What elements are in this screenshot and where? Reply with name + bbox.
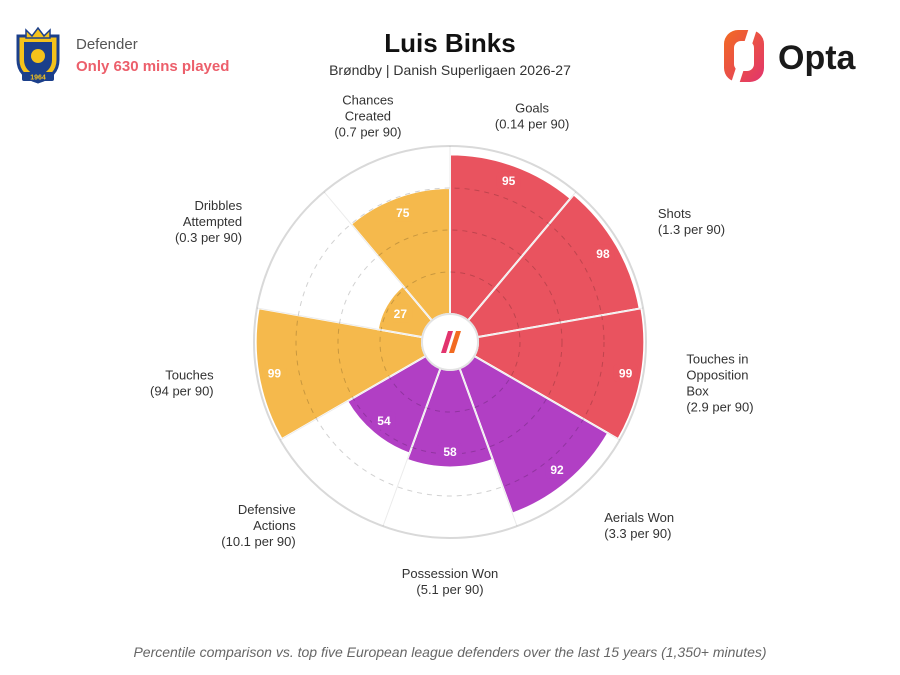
radar-axis-per90: (3.3 per 90) xyxy=(604,526,671,541)
center-mark-left xyxy=(441,331,453,353)
radar-axis-name: Defensive xyxy=(238,502,296,517)
radar-value-label: 75 xyxy=(396,206,410,220)
opta-logo: Opta xyxy=(724,26,857,86)
radar-axis-per90: (2.9 per 90) xyxy=(686,400,753,415)
radar-spoke xyxy=(473,355,620,441)
radar-axis-per90: (1.3 per 90) xyxy=(658,222,725,237)
radar-value-badge-bg xyxy=(590,244,615,263)
radar-axis-name: Goals xyxy=(515,100,549,115)
opta-wordmark: Opta xyxy=(778,39,857,77)
center-logo xyxy=(421,313,479,371)
radar-axis-per90: (5.1 per 90) xyxy=(416,582,483,597)
radar-value-badge: 95 xyxy=(496,171,521,190)
radar-spoke xyxy=(467,191,577,321)
radar-value-label: 54 xyxy=(377,414,391,428)
radar-value-badge: 58 xyxy=(438,442,462,461)
radar-axis-label: Touches (94 per 90) xyxy=(150,368,214,399)
radar-axis-name: Touches xyxy=(165,368,214,383)
radar-labels: Goals (0.14 per 90) Shots (1.3 per 90) Touch… xyxy=(150,92,754,597)
radar-axis-label: Chances Created (0.7 per 90) xyxy=(334,92,401,139)
radar-spoke xyxy=(323,191,433,321)
radar-axis-name: Box xyxy=(686,384,709,399)
radar-value-badge: 92 xyxy=(545,460,570,479)
radar-value-label: 95 xyxy=(502,174,516,188)
center-mark-right xyxy=(449,331,461,353)
radar-axis-name: Shots xyxy=(658,206,692,221)
radar-axis-name: Aerials Won xyxy=(604,510,674,525)
radar-value-badge: 98 xyxy=(590,244,615,263)
radar-value-badge-bg xyxy=(371,411,396,430)
radar-spoke xyxy=(256,307,423,338)
radar-axis-per90: (94 per 90) xyxy=(150,384,214,399)
radar-bars xyxy=(254,153,646,515)
radar-value-badge-bg xyxy=(613,363,638,382)
radar-axis-name: Possession Won xyxy=(402,566,499,581)
radar-value-badge-bg xyxy=(262,363,287,382)
radar-value-badge-bg xyxy=(390,203,415,222)
radar-spoke xyxy=(459,368,518,527)
radar-spokes xyxy=(256,146,644,527)
radar-axis-name: Actions xyxy=(253,518,296,533)
radar-grid-ring xyxy=(379,271,521,413)
radar-outer-ring xyxy=(253,145,647,539)
radar-spoke xyxy=(280,355,427,441)
radar-axis-name: Touches in xyxy=(686,352,748,367)
radar-value-label: 92 xyxy=(550,463,564,477)
radar-axis-name: Chances xyxy=(342,92,394,107)
radar-value-badge-bg xyxy=(438,442,462,461)
radar-value-badge-bg xyxy=(388,304,413,323)
radar-axis-per90: (0.14 per 90) xyxy=(495,116,569,131)
radar-axis-name: Attempted xyxy=(183,214,242,229)
radar-axis-label: Defensive Actions (10.1 per 90) xyxy=(221,502,296,549)
radar-value-badge-bg xyxy=(496,171,521,190)
minutes-warning: Only 630 mins played xyxy=(76,58,230,75)
radar-value-badge: 27 xyxy=(388,304,413,323)
radar-value-label: 99 xyxy=(268,366,282,380)
radar-spoke xyxy=(477,307,644,338)
radar-axis-name: Dribbles xyxy=(194,198,242,213)
radar-axis-label: Touches in Opposition Box (2.9 per 90) xyxy=(686,352,753,415)
player-position: Defender xyxy=(76,36,138,53)
radar-value-badge-bg xyxy=(545,460,570,479)
radar-axis-name: Created xyxy=(345,108,391,123)
center-circle xyxy=(421,313,479,371)
radar-grid-ring xyxy=(295,187,605,497)
radar-spoke xyxy=(382,368,441,527)
radar-axis-per90: (10.1 per 90) xyxy=(221,534,295,549)
radar-axis-label: Aerials Won (3.3 per 90) xyxy=(604,510,674,541)
team-competition-subtitle: Brøndby | Danish Superligaen 2026-27 xyxy=(329,62,571,78)
radar-value-label: 27 xyxy=(394,307,408,321)
radar-axis-name: Opposition xyxy=(686,368,748,383)
radar-grid-ring xyxy=(337,229,563,455)
player-name: Luis Binks xyxy=(384,28,516,58)
radar-value-badge: 54 xyxy=(371,411,396,430)
crest-year: 1964 xyxy=(30,75,46,82)
radar-value-badge: 99 xyxy=(262,363,287,382)
radar-axis-label: Possession Won (5.1 per 90) xyxy=(402,566,499,597)
radar-value-label: 99 xyxy=(619,366,633,380)
radar-axis-per90: (0.3 per 90) xyxy=(175,230,242,245)
radar-axis-label: Goals (0.14 per 90) xyxy=(495,100,569,131)
radar-rings xyxy=(253,145,647,539)
radar-axis-label: Shots (1.3 per 90) xyxy=(658,206,725,237)
radar-value-label: 98 xyxy=(596,247,610,261)
radar-axis-per90: (0.7 per 90) xyxy=(334,124,401,139)
radar-values: 95 98 99 92 58 54 99 27 75 xyxy=(262,171,638,479)
radar-axis-label: Dribbles Attempted (0.3 per 90) xyxy=(175,198,243,245)
radar-value-badge: 99 xyxy=(613,363,638,382)
radar-value-badge: 75 xyxy=(390,203,415,222)
radar-value-label: 58 xyxy=(443,445,457,459)
footnote: Percentile comparison vs. top five Europ… xyxy=(133,644,767,660)
club-crest-logo: 1964 xyxy=(16,26,60,84)
